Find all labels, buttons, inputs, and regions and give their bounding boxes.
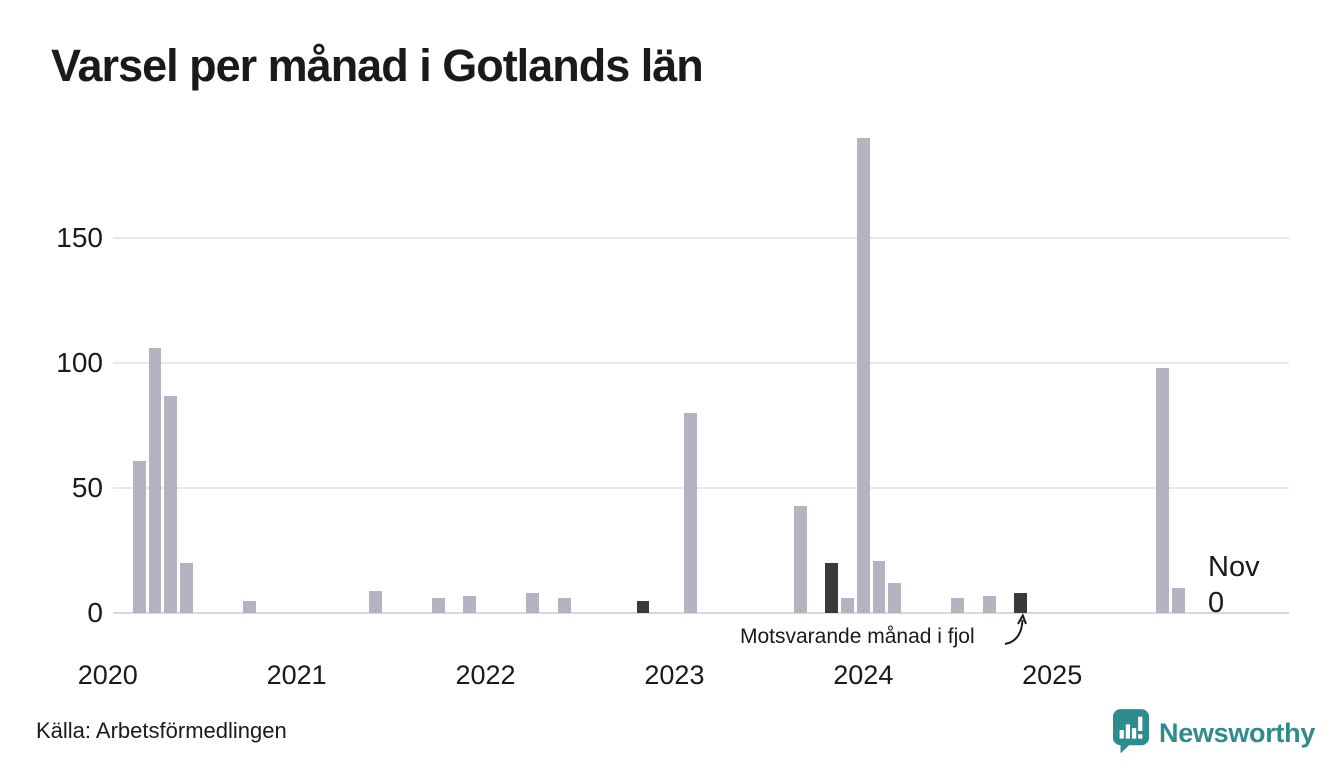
x-axis-tick-2025: 2025	[1022, 660, 1083, 690]
y-axis-tick-50: 50	[71, 472, 103, 503]
gridline-50	[113, 487, 1289, 489]
x-axis-tick-2022: 2022	[455, 660, 516, 690]
bar-2023-12	[841, 598, 854, 613]
highlight-annotation: Motsvarande månad i fjol	[740, 625, 975, 648]
latest-month-name: Nov	[1208, 551, 1260, 583]
y-axis-tick-100: 100	[56, 347, 103, 378]
bar-2025-09	[1171, 588, 1185, 613]
bar-2020-05	[164, 395, 178, 613]
latest-month-value: 0	[1208, 587, 1225, 619]
bar-2025-08	[1155, 368, 1169, 613]
bar-2021-12	[463, 595, 477, 613]
y-axis-tick-150: 150	[56, 222, 103, 253]
bar-2022-04	[526, 593, 540, 613]
x-axis-tick-2023: 2023	[644, 660, 705, 690]
annotation-arrow-icon	[1004, 613, 1027, 645]
bar-2022-06	[557, 598, 571, 613]
gridline-100	[113, 362, 1289, 364]
bar-2020-10	[243, 600, 256, 613]
chart-title: Varsel per månad i Gotlands län	[51, 40, 704, 91]
bar-2020-04	[148, 348, 162, 613]
source-note: Källa: Arbetsförmedlingen	[36, 718, 287, 743]
x-axis-tick-2020: 2020	[77, 660, 138, 690]
bar-2023-11	[825, 563, 839, 613]
bar-2020-06	[180, 563, 193, 613]
newsworthy-logo: Newsworthy	[1112, 708, 1315, 754]
bar-2024-09	[982, 595, 996, 613]
bar-2024-07	[951, 598, 965, 613]
newsworthy-bubble-chart-icon	[1112, 709, 1150, 754]
bar-2024-02	[872, 560, 886, 613]
x-axis-tick-2021: 2021	[266, 660, 327, 690]
bar-2021-10	[431, 598, 445, 613]
newsworthy-wordmark: Newsworthy	[1159, 717, 1316, 748]
bar-2021-06	[368, 590, 382, 613]
bar-2023-09	[793, 505, 807, 613]
y-axis-tick-0: 0	[87, 597, 103, 628]
gridline-150	[113, 237, 1289, 239]
bar-2024-11	[1014, 593, 1028, 613]
bar-2020-03	[132, 460, 146, 613]
x-axis-tick-2024: 2024	[833, 660, 894, 690]
bar-2024-03	[888, 583, 902, 613]
bar-2022-11	[636, 600, 650, 613]
bar-2024-01	[856, 138, 870, 613]
gridline-0	[113, 612, 1289, 614]
latest-month-label: Nov 0	[1208, 549, 1260, 621]
bar-2023-02	[683, 413, 697, 613]
